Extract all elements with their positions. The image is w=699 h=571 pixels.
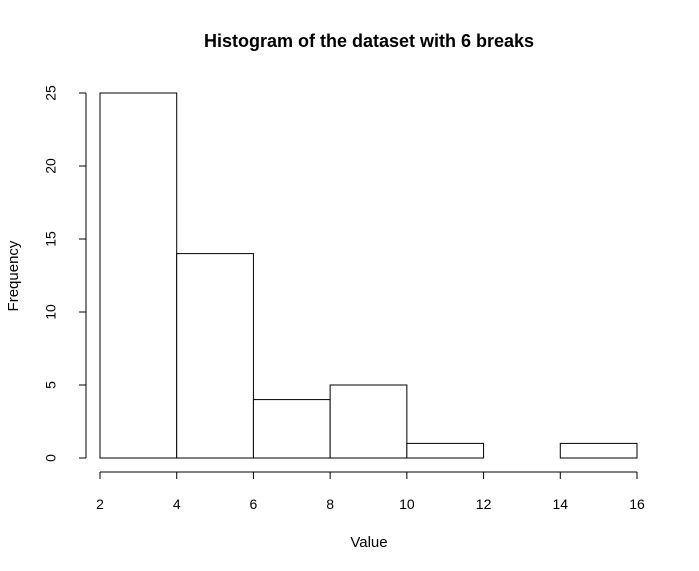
x-tick-label-2: 6	[250, 496, 258, 512]
y-tick-label-4: 20	[43, 158, 59, 174]
chart-title: Histogram of the dataset with 6 breaks	[204, 31, 534, 51]
y-tick-label-5: 25	[43, 85, 59, 101]
y-tick-label-1: 5	[43, 381, 59, 389]
x-tick-label-3: 8	[326, 496, 334, 512]
x-axis: 2 4 6 8 10 12 14 16	[96, 471, 645, 512]
x-tick-label-0: 2	[96, 496, 104, 512]
y-tick-label-2: 10	[43, 304, 59, 320]
y-axis-label: Frequency	[5, 240, 22, 311]
y-axis: 0 5 10 15 20 25	[43, 85, 87, 462]
x-tick-label-1: 4	[173, 496, 181, 512]
x-tick-label-6: 14	[552, 496, 568, 512]
histogram-bar-6	[559, 442, 638, 459]
histogram-bar-4	[406, 442, 485, 459]
x-tick-label-4: 10	[399, 496, 415, 512]
histogram-bar-3	[329, 384, 408, 459]
x-axis-label: Value	[350, 534, 387, 551]
x-tick-label-7: 16	[629, 496, 645, 512]
bars-group	[99, 92, 638, 459]
x-tick-label-5: 12	[476, 496, 492, 512]
histogram-bar-1	[176, 253, 254, 459]
histogram-bar-0	[99, 92, 178, 459]
histogram-bar-2	[252, 399, 331, 459]
y-tick-label-0: 0	[43, 454, 59, 462]
y-tick-label-3: 15	[43, 231, 59, 247]
